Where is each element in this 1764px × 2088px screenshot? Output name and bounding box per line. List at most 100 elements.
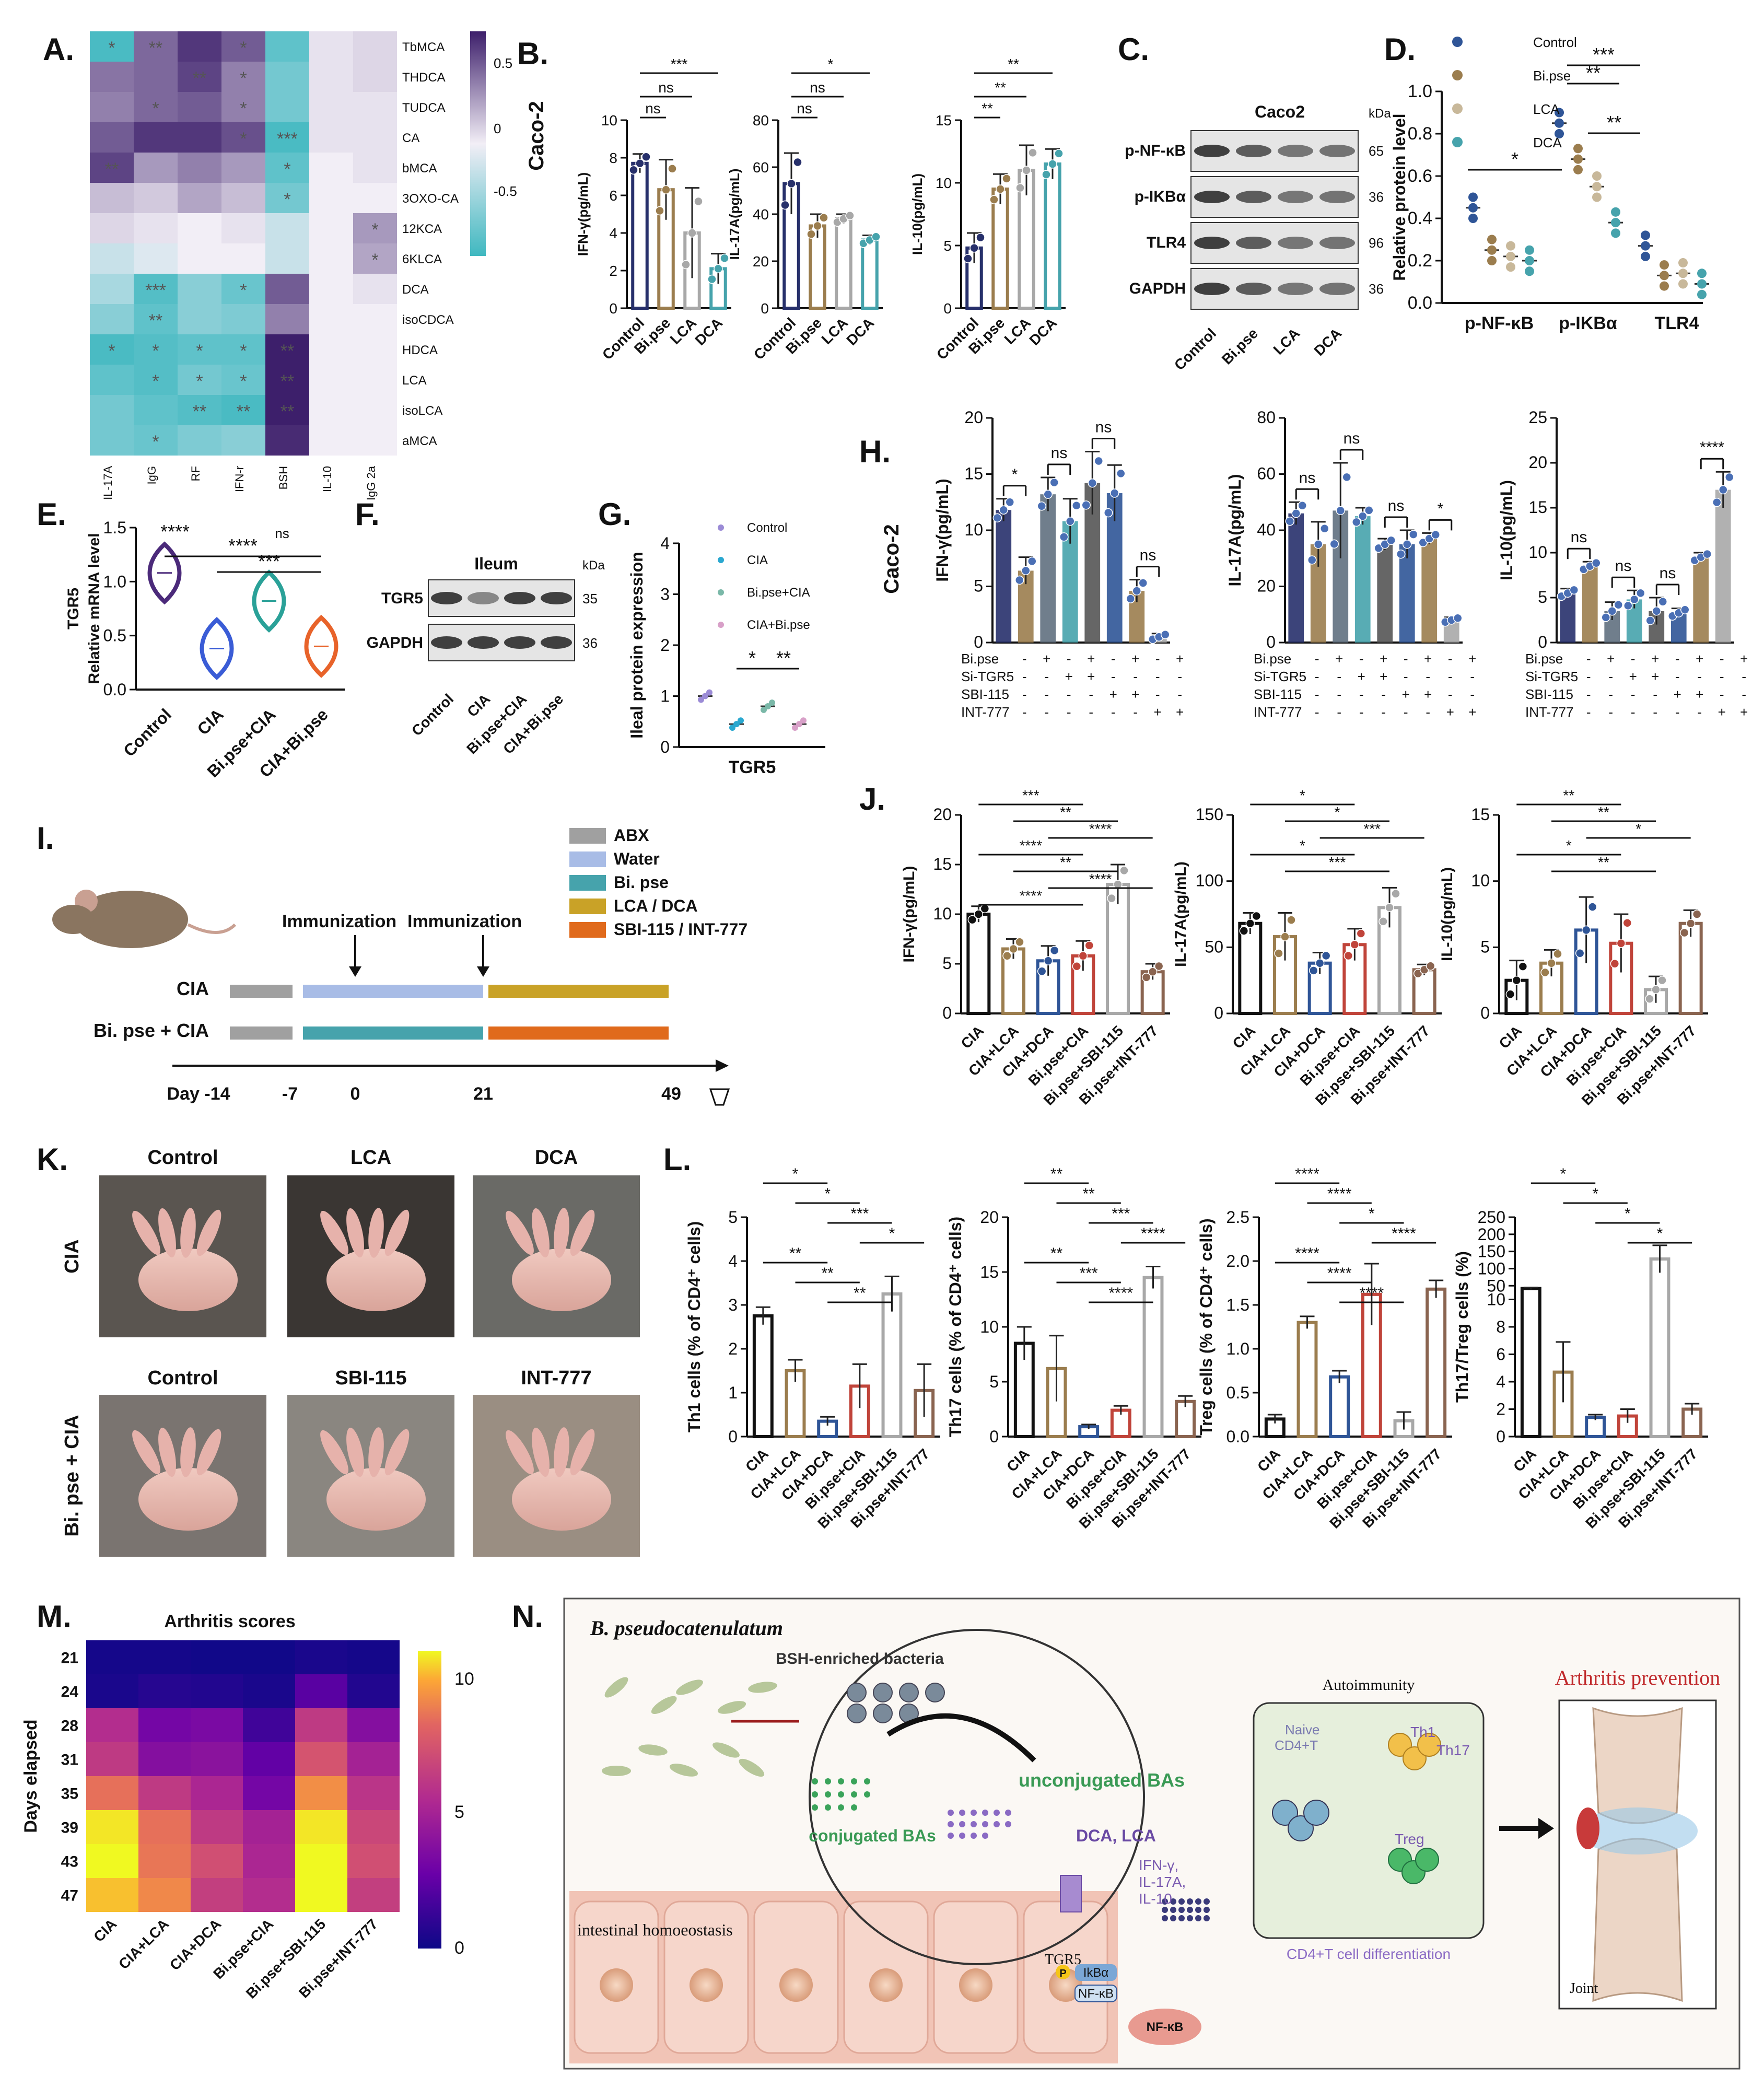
cytokine-dot — [1178, 1907, 1185, 1913]
legend-label: Bi.pse+CIA — [747, 586, 810, 600]
heatmap-cell — [90, 92, 134, 122]
legend-label: LCA / DCA — [614, 896, 698, 915]
x-tick-label: Bi.pse — [1219, 325, 1261, 367]
heatmap-cell — [353, 92, 397, 122]
blot-title: Ileum — [474, 554, 518, 573]
bacterium — [651, 1696, 677, 1714]
cytokine-dot — [1204, 1898, 1210, 1905]
significance-label: ns — [1299, 469, 1316, 486]
bacterium — [604, 1677, 628, 1698]
design-sign: - — [1177, 686, 1182, 702]
data-point — [871, 232, 881, 241]
heatmap-cell — [265, 395, 309, 425]
dca-lca-dot — [1005, 1821, 1011, 1827]
heatmap-cell — [295, 1776, 347, 1810]
data-point — [1652, 606, 1661, 616]
data-point — [996, 184, 1005, 194]
data-point — [702, 693, 708, 699]
design-sign: - — [1586, 669, 1591, 684]
data-point — [1660, 271, 1669, 281]
y-tick-label: 1.5 — [103, 518, 126, 537]
dca-lca-dot — [994, 1821, 1000, 1827]
blot-title: Caco2 — [1255, 102, 1305, 121]
cytokine-dot — [1178, 1915, 1185, 1921]
significance-label: **** — [1141, 1225, 1165, 1242]
data-point — [1148, 967, 1158, 976]
heatmap-cell — [309, 304, 353, 334]
significance-label: ** — [1060, 854, 1071, 870]
significance-label: * — [371, 220, 378, 240]
day-label: Day -14 — [167, 1084, 230, 1104]
data-point — [1623, 601, 1633, 611]
data-point — [761, 706, 767, 713]
y-tick-label: 20 — [980, 1208, 999, 1227]
paw-toe — [196, 1209, 221, 1256]
design-sign: - — [1742, 669, 1746, 684]
heatmap-cell — [90, 183, 134, 213]
paw-toe — [196, 1429, 221, 1476]
heatmap-cell — [295, 1742, 347, 1776]
panel-label-m: M. — [37, 1599, 72, 1634]
row-label: 21 — [61, 1650, 78, 1667]
data-point — [1657, 975, 1667, 985]
x-category-label: TLR4 — [1655, 313, 1699, 333]
heatmap-cell — [265, 213, 309, 243]
data-point — [1587, 902, 1597, 912]
significance-label: * — [196, 341, 203, 361]
heatmap-cell — [178, 183, 221, 213]
blot-band — [504, 636, 535, 649]
x-tick-label: DCA — [843, 314, 877, 348]
dot-plot-g: 0 1 2 3 4 Ileal protein expression TGR5 Control… — [627, 521, 825, 777]
y-tick-label: 0 — [943, 300, 952, 317]
data-point — [1342, 472, 1351, 482]
y-axis-label: Days elapsed — [21, 1719, 41, 1833]
bar — [1142, 1276, 1164, 1438]
data-point — [819, 213, 828, 223]
data-point — [1364, 506, 1374, 515]
blot-band — [1236, 237, 1271, 249]
significance-label: * — [1625, 1205, 1631, 1222]
photo-title: DCA — [535, 1147, 578, 1169]
heatmap-cell — [265, 365, 309, 395]
bar-chart-b: 020406080IL-17A(pg/mL)nsns*ControlBi.pse… — [727, 56, 883, 363]
bar — [1426, 1287, 1447, 1438]
dca-lca-dot — [971, 1821, 977, 1827]
significance-label: * — [792, 1165, 799, 1183]
blot-band — [1194, 283, 1230, 295]
heatmap-cell — [243, 1878, 295, 1912]
schematic-n: B. pseudocatenulatum intestinal homoeosta… — [563, 1597, 1740, 2070]
column-label: BSH — [277, 466, 290, 489]
dca-lca-dot — [959, 1810, 965, 1816]
y-tick-label: 60 — [1257, 464, 1276, 483]
y-tick-label: 60 — [753, 159, 769, 176]
y-tick-label: 0 — [989, 1427, 999, 1446]
design-row-label: INT-777 — [1254, 704, 1302, 720]
data-point — [1468, 192, 1478, 202]
design-sign: - — [1089, 704, 1093, 720]
data-point — [1015, 937, 1024, 947]
row-label: 12KCA — [402, 222, 442, 236]
design-sign: + — [1176, 651, 1184, 667]
tube-icon — [709, 1088, 730, 1106]
bar-chart-j: 051015IL-10(pg/mL)********CIACIA+LCACIA+… — [1439, 787, 1708, 1109]
y-tick-label: 50 — [1205, 937, 1223, 956]
bsh-label: BSH-enriched bacteria — [776, 1650, 944, 1667]
significance-label: *** — [1363, 821, 1381, 837]
panel-label-l: L. — [663, 1142, 692, 1177]
data-point — [1686, 918, 1696, 928]
y-axis-label: IL-17A(pg/mL) — [1225, 474, 1244, 586]
y-tick-label: 0 — [609, 300, 617, 317]
row-label: TbMCA — [402, 40, 445, 54]
data-point — [1525, 256, 1534, 265]
panel-label-k: K. — [37, 1142, 68, 1177]
significance-label: **** — [160, 521, 190, 542]
significance-label: ** — [105, 159, 119, 179]
data-point — [1132, 586, 1141, 596]
significance-label: ** — [995, 79, 1006, 96]
paw-toe — [180, 1208, 196, 1258]
data-point — [1575, 948, 1585, 958]
data-point — [1072, 962, 1082, 971]
blot-band — [541, 592, 572, 604]
bar — [1238, 921, 1263, 1015]
naive-label: CD4+T — [1275, 1737, 1318, 1753]
